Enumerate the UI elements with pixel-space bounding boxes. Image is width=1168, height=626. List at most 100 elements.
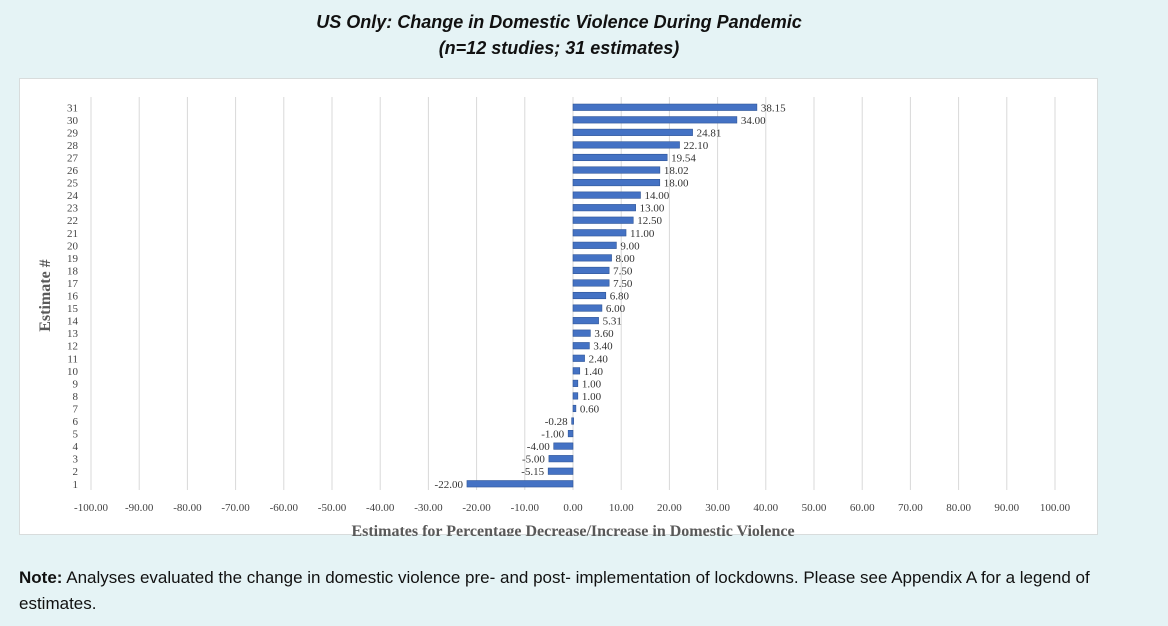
y-tick-label: 2 [73, 466, 79, 478]
data-label: 5.31 [603, 316, 622, 328]
bar [548, 455, 574, 463]
x-tick-label: 50.00 [802, 502, 827, 514]
bar [572, 404, 577, 413]
y-tick-label: 10 [67, 366, 79, 378]
data-label: 8.00 [616, 253, 636, 265]
bar [572, 304, 603, 312]
data-label: -1.00 [541, 429, 564, 441]
x-tick-label: -90.00 [125, 502, 154, 514]
y-tick-label: 7 [73, 403, 79, 415]
y-tick-label: 13 [67, 328, 79, 340]
y-tick-label: 24 [67, 190, 79, 202]
x-axis-title: Estimates for Percentage Decrease/Increa… [351, 523, 794, 536]
y-tick-label: 21 [67, 228, 78, 240]
y-tick-label: 9 [73, 378, 79, 390]
bar [571, 417, 574, 425]
y-tick-label: 1 [73, 479, 79, 491]
y-tick-label: 6 [73, 416, 79, 428]
x-tick-label: 60.00 [850, 502, 875, 514]
data-label: 14.00 [644, 190, 669, 202]
data-label: 3.40 [593, 341, 613, 353]
y-tick-label: 27 [67, 152, 79, 164]
data-label: 7.50 [613, 278, 633, 290]
bar [567, 430, 574, 438]
bar [572, 179, 661, 187]
data-label: -0.28 [545, 416, 568, 428]
y-tick-label: 20 [67, 240, 79, 252]
y-tick-label: 12 [67, 341, 78, 353]
data-label: 0.60 [580, 403, 600, 415]
bar [572, 103, 758, 111]
x-tick-label: 80.00 [946, 502, 971, 514]
y-tick-label: 22 [67, 215, 78, 227]
data-label: 3.60 [594, 328, 614, 340]
note-text: Analyses evaluated the change in domesti… [19, 568, 1090, 613]
x-tick-label: -30.00 [414, 502, 443, 514]
data-label: 9.00 [620, 240, 640, 252]
x-tick-label: 0.00 [563, 502, 583, 514]
bar [572, 367, 581, 375]
bar [572, 317, 599, 325]
y-tick-label: 28 [67, 140, 79, 152]
bar [572, 116, 738, 124]
data-label: -5.00 [522, 454, 545, 466]
data-label: 1.00 [582, 378, 602, 390]
bar [572, 204, 636, 212]
data-label: 22.10 [684, 140, 709, 152]
y-tick-label: 16 [67, 291, 79, 303]
data-label: 1.40 [584, 366, 604, 378]
data-label: 38.15 [761, 102, 786, 114]
x-tick-label: -40.00 [366, 502, 395, 514]
data-label: 2.40 [589, 353, 609, 365]
bar [572, 354, 585, 362]
y-tick-label: 17 [67, 278, 79, 290]
data-label: 24.81 [697, 127, 722, 139]
y-tick-label: 11 [67, 353, 78, 365]
bar [572, 153, 668, 162]
y-tick-label: 5 [73, 429, 79, 441]
y-tick-label: 29 [67, 127, 79, 139]
data-label: 13.00 [640, 203, 665, 215]
y-tick-label: 25 [67, 178, 79, 190]
y-axis-title: Estimate # [37, 259, 54, 331]
x-tick-label: 20.00 [657, 502, 682, 514]
y-tick-label: 4 [73, 441, 79, 453]
y-tick-label: 3 [73, 454, 79, 466]
bar [572, 254, 612, 262]
y-tick-label: 30 [67, 115, 79, 127]
bar [572, 191, 641, 199]
x-tick-label: -20.00 [462, 502, 491, 514]
bar [572, 128, 693, 136]
chart-title-line1: US Only: Change in Domestic Violence Dur… [316, 12, 802, 32]
y-tick-label: 26 [67, 165, 79, 177]
data-label: 11.00 [630, 228, 655, 240]
bar [572, 379, 579, 387]
bar [572, 241, 617, 249]
x-tick-label: -60.00 [270, 502, 299, 514]
bar [572, 329, 591, 337]
y-tick-label: 15 [67, 303, 79, 315]
bar [572, 279, 610, 287]
bar [572, 266, 610, 274]
x-tick-label: -10.00 [511, 502, 540, 514]
data-label: 18.00 [664, 178, 689, 190]
data-label: 12.50 [637, 215, 662, 227]
y-tick-label: 8 [73, 391, 79, 403]
data-label: -5.15 [521, 466, 544, 478]
chart-area: -100.00 -90.00 -80.00 -70.00 -60.00 -50.00 -40… [19, 78, 1098, 536]
data-label: 7.50 [613, 265, 633, 277]
bar-chart: -100.00 -90.00 -80.00 -70.00 -60.00 -50.00 -40… [37, 97, 1071, 536]
bar [572, 392, 579, 400]
bar [466, 480, 574, 488]
y-tick-label: 18 [67, 265, 79, 277]
bar [572, 342, 590, 350]
data-label: 6.80 [610, 291, 630, 303]
bar [572, 166, 661, 174]
data-label: 19.54 [671, 152, 696, 164]
x-tick-label: 70.00 [898, 502, 923, 514]
x-tick-label: -50.00 [318, 502, 347, 514]
note-label: Note: [19, 568, 63, 587]
x-tick-label: 40.00 [753, 502, 778, 514]
chart-title: US Only: Change in Domestic Violence Dur… [0, 9, 1118, 61]
y-tick-label: 14 [67, 316, 79, 328]
